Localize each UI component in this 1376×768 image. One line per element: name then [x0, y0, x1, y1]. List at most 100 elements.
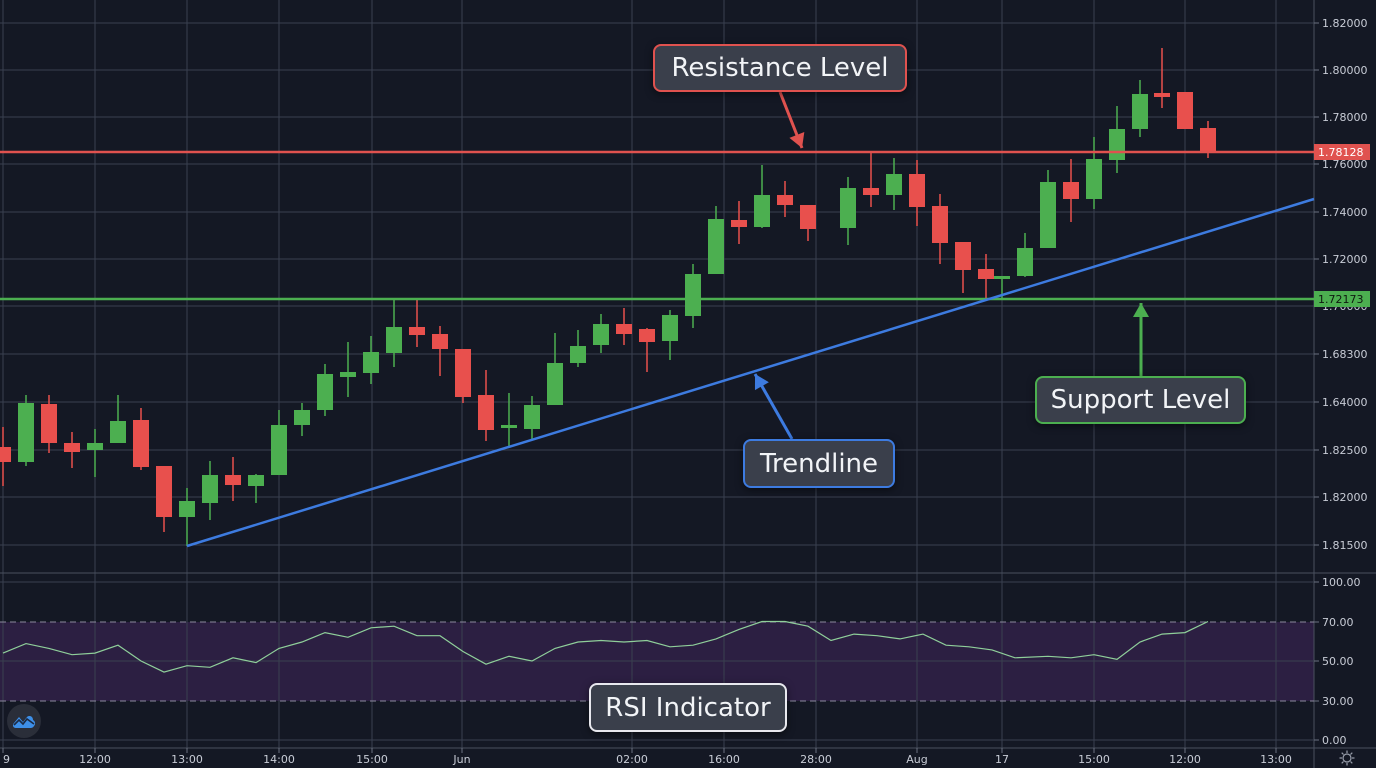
bullish-candle[interactable]: [1086, 159, 1102, 199]
cloud-chart-icon: [12, 716, 36, 728]
bullish-candle[interactable]: [593, 324, 609, 345]
price-axis-label: 1.82000: [1322, 491, 1368, 504]
trendline-arrow-head: [754, 374, 769, 391]
bullish-candle[interactable]: [685, 274, 701, 316]
bearish-candle[interactable]: [1063, 182, 1079, 199]
support-level-label: Support Level: [1050, 385, 1231, 415]
bullish-candle[interactable]: [1017, 248, 1033, 276]
time-axis-label: 13:00: [171, 753, 203, 766]
trendline-label: Trendline: [759, 448, 879, 479]
price-axis-label: 1.78000: [1322, 111, 1368, 124]
bullish-candle[interactable]: [754, 195, 770, 227]
bullish-candle[interactable]: [570, 346, 586, 363]
time-axis-label: 12:00: [1169, 753, 1201, 766]
time-axis-label: 13:00: [1260, 753, 1292, 766]
bullish-candle[interactable]: [18, 403, 34, 462]
bearish-candle[interactable]: [863, 188, 879, 195]
resistance-level-callout: Resistance Level: [653, 44, 907, 92]
trendline-callout: Trendline: [743, 439, 895, 488]
bearish-candle[interactable]: [64, 443, 80, 452]
rsi-indicator-callout: RSI Indicator: [589, 683, 787, 732]
rsi-indicator-label: RSI Indicator: [605, 692, 771, 723]
bullish-candle[interactable]: [840, 188, 856, 228]
bullish-candle[interactable]: [202, 475, 218, 503]
time-axis-label: 9: [3, 753, 10, 766]
rsi-line: [2, 620, 1209, 673]
bullish-candle[interactable]: [271, 425, 287, 475]
bullish-candle[interactable]: [708, 219, 724, 274]
time-axis-label: 17: [995, 753, 1009, 766]
bullish-candle[interactable]: [1040, 182, 1056, 248]
bearish-candle[interactable]: [1177, 92, 1193, 129]
time-axis-label: 14:00: [263, 753, 295, 766]
bullish-candle[interactable]: [386, 327, 402, 353]
bearish-candle[interactable]: [616, 324, 632, 334]
price-axis-label: 1.81500: [1322, 539, 1368, 552]
price-axis-label: 1.64000: [1322, 396, 1368, 409]
bearish-candle[interactable]: [800, 205, 816, 229]
time-axis-label: 28:00: [800, 753, 832, 766]
time-axis-label: 16:00: [708, 753, 740, 766]
price-axis-label: 1.72000: [1322, 253, 1368, 266]
bullish-candle[interactable]: [1109, 129, 1125, 160]
bearish-candle[interactable]: [731, 220, 747, 227]
rsi-axis-label: 50.00: [1322, 655, 1354, 668]
time-axis-label: 15:00: [356, 753, 388, 766]
support-price-tag: 1.72173: [1314, 291, 1370, 307]
bearish-candle[interactable]: [1200, 128, 1216, 152]
bearish-candle[interactable]: [156, 466, 172, 517]
bearish-candle[interactable]: [478, 395, 494, 430]
trendline[interactable]: [186, 197, 1315, 548]
bullish-candle[interactable]: [886, 174, 902, 195]
bullish-candle[interactable]: [524, 405, 540, 429]
settings-button[interactable]: [1337, 748, 1357, 768]
bearish-candle[interactable]: [409, 327, 425, 335]
time-axis-label: Jun: [452, 753, 470, 766]
bullish-candle[interactable]: [340, 372, 356, 377]
bearish-candle[interactable]: [777, 195, 793, 205]
bearish-candle[interactable]: [955, 242, 971, 270]
bullish-candle[interactable]: [294, 410, 310, 425]
rsi-axis-label: 30.00: [1322, 695, 1354, 708]
bearish-candle[interactable]: [225, 475, 241, 485]
time-axis-label: 12:00: [79, 753, 111, 766]
time-axis-label: Aug: [906, 753, 927, 766]
price-axis-label: 1.76000: [1322, 158, 1368, 171]
bullish-candle[interactable]: [317, 374, 333, 410]
time-axis-label: 15:00: [1078, 753, 1110, 766]
bearish-candle[interactable]: [909, 174, 925, 207]
price-axis-label: 1.74000: [1322, 206, 1368, 219]
gear-icon: [1339, 750, 1355, 766]
bullish-candle[interactable]: [87, 443, 103, 450]
bearish-candle[interactable]: [432, 334, 448, 349]
chart-logo-button[interactable]: [7, 704, 41, 738]
price-axis-label: 1.68300: [1322, 348, 1368, 361]
bullish-candle[interactable]: [501, 425, 517, 428]
price-axis-label: 1.82500: [1322, 444, 1368, 457]
bullish-candle[interactable]: [363, 352, 379, 373]
rsi-axis-label: 70.00: [1322, 616, 1354, 629]
resistance-price-tag: 1.78128: [1314, 144, 1370, 160]
bullish-candle[interactable]: [110, 421, 126, 443]
bullish-candle[interactable]: [994, 276, 1010, 279]
price-axis-label: 1.80000: [1322, 64, 1368, 77]
price-axis-label: 1.82000: [1322, 17, 1368, 30]
bearish-candle[interactable]: [1154, 93, 1170, 97]
bearish-candle[interactable]: [41, 404, 57, 443]
support-arrow-head: [1133, 303, 1149, 317]
bearish-candle[interactable]: [978, 269, 994, 279]
rsi-axis-label: 100.00: [1322, 576, 1361, 589]
bearish-candle[interactable]: [932, 206, 948, 243]
bullish-candle[interactable]: [1132, 94, 1148, 129]
bearish-candle[interactable]: [639, 329, 655, 342]
bullish-candle[interactable]: [662, 315, 678, 341]
bullish-candle[interactable]: [248, 475, 264, 486]
bullish-candle[interactable]: [547, 363, 563, 405]
bearish-candle[interactable]: [133, 420, 149, 467]
bearish-candle[interactable]: [0, 447, 11, 462]
support-level-callout: Support Level: [1035, 376, 1246, 424]
bullish-candle[interactable]: [179, 501, 195, 517]
bearish-candle[interactable]: [455, 349, 471, 397]
